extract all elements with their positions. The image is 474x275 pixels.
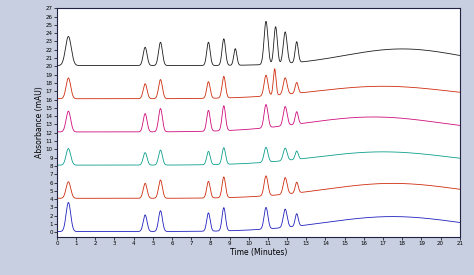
X-axis label: Time (Minutes): Time (Minutes) [229, 248, 287, 257]
Y-axis label: Absorbance (mAU): Absorbance (mAU) [35, 87, 44, 158]
